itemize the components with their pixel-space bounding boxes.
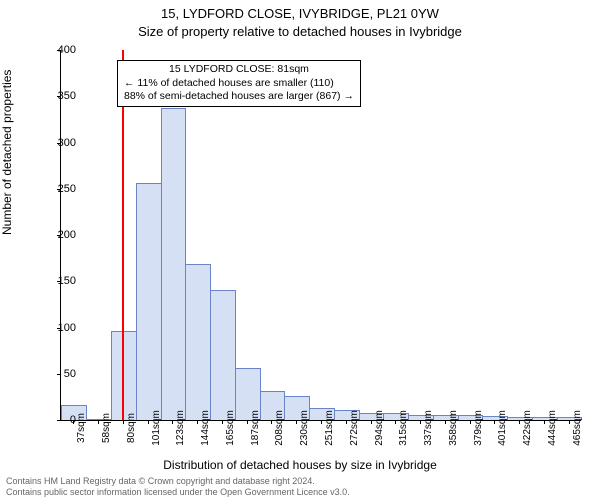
x-tick-mark <box>371 420 372 424</box>
x-tick-mark <box>346 420 347 424</box>
x-tick-label: 80sqm <box>126 413 137 443</box>
x-tick-label: 358sqm <box>448 410 459 446</box>
y-tick-label: 400 <box>46 44 76 56</box>
x-tick-mark <box>148 420 149 424</box>
x-tick-label: 294sqm <box>374 410 385 446</box>
x-tick-label: 465sqm <box>572 410 583 446</box>
x-tick-label: 401sqm <box>497 410 508 446</box>
x-tick-mark <box>172 420 173 424</box>
histogram-bar <box>161 108 187 420</box>
x-tick-label: 337sqm <box>423 410 434 446</box>
histogram-bar <box>185 264 211 420</box>
x-tick-mark <box>247 420 248 424</box>
x-axis-label: Distribution of detached houses by size … <box>0 458 600 472</box>
x-tick-mark <box>420 420 421 424</box>
page-title-1: 15, LYDFORD CLOSE, IVYBRIDGE, PL21 0YW <box>0 6 600 21</box>
x-tick-mark <box>494 420 495 424</box>
x-tick-label: 422sqm <box>522 410 533 446</box>
annotation-line: 88% of semi-detached houses are larger (… <box>124 90 354 104</box>
annotation-line: 15 LYDFORD CLOSE: 81sqm <box>124 63 354 77</box>
y-tick-label: 50 <box>46 368 76 380</box>
y-tick-label: 200 <box>46 229 76 241</box>
x-tick-label: 165sqm <box>225 410 236 446</box>
x-tick-mark <box>197 420 198 424</box>
x-tick-label: 379sqm <box>473 410 484 446</box>
x-tick-mark <box>445 420 446 424</box>
x-tick-mark <box>98 420 99 424</box>
x-tick-label: 230sqm <box>299 410 310 446</box>
y-tick-label: 0 <box>46 414 76 426</box>
y-tick-label: 350 <box>46 90 76 102</box>
y-tick-label: 250 <box>46 183 76 195</box>
footer-line-1: Contains HM Land Registry data © Crown c… <box>6 476 350 487</box>
x-tick-label: 315sqm <box>398 410 409 446</box>
footer-line-2: Contains public sector information licen… <box>6 487 350 498</box>
x-tick-mark <box>395 420 396 424</box>
x-tick-label: 58sqm <box>101 413 112 443</box>
page-title-2: Size of property relative to detached ho… <box>0 24 600 39</box>
x-tick-label: 272sqm <box>349 410 360 446</box>
x-tick-label: 251sqm <box>324 410 335 446</box>
footer-attribution: Contains HM Land Registry data © Crown c… <box>6 476 350 498</box>
y-tick-label: 150 <box>46 275 76 287</box>
x-tick-mark <box>519 420 520 424</box>
x-tick-mark <box>222 420 223 424</box>
x-tick-mark <box>123 420 124 424</box>
x-tick-label: 444sqm <box>547 410 558 446</box>
x-tick-mark <box>321 420 322 424</box>
x-tick-label: 208sqm <box>274 410 285 446</box>
x-tick-label: 101sqm <box>151 410 162 446</box>
x-tick-label: 187sqm <box>250 410 261 446</box>
x-tick-mark <box>470 420 471 424</box>
histogram-plot: 15 LYDFORD CLOSE: 81sqm← 11% of detached… <box>60 50 581 421</box>
x-tick-label: 144sqm <box>200 410 211 446</box>
x-tick-mark <box>569 420 570 424</box>
x-tick-mark <box>271 420 272 424</box>
histogram-bar <box>210 290 236 421</box>
annotation-line: ← 11% of detached houses are smaller (11… <box>124 77 354 91</box>
annotation-box: 15 LYDFORD CLOSE: 81sqm← 11% of detached… <box>117 60 361 107</box>
x-tick-mark <box>544 420 545 424</box>
x-tick-label: 123sqm <box>175 410 186 446</box>
histogram-bar <box>111 331 137 420</box>
x-tick-label: 37sqm <box>76 413 87 443</box>
x-tick-mark <box>296 420 297 424</box>
histogram-bar <box>136 183 162 420</box>
y-tick-label: 100 <box>46 322 76 334</box>
y-tick-label: 300 <box>46 137 76 149</box>
y-axis-label: Number of detached properties <box>0 70 14 235</box>
